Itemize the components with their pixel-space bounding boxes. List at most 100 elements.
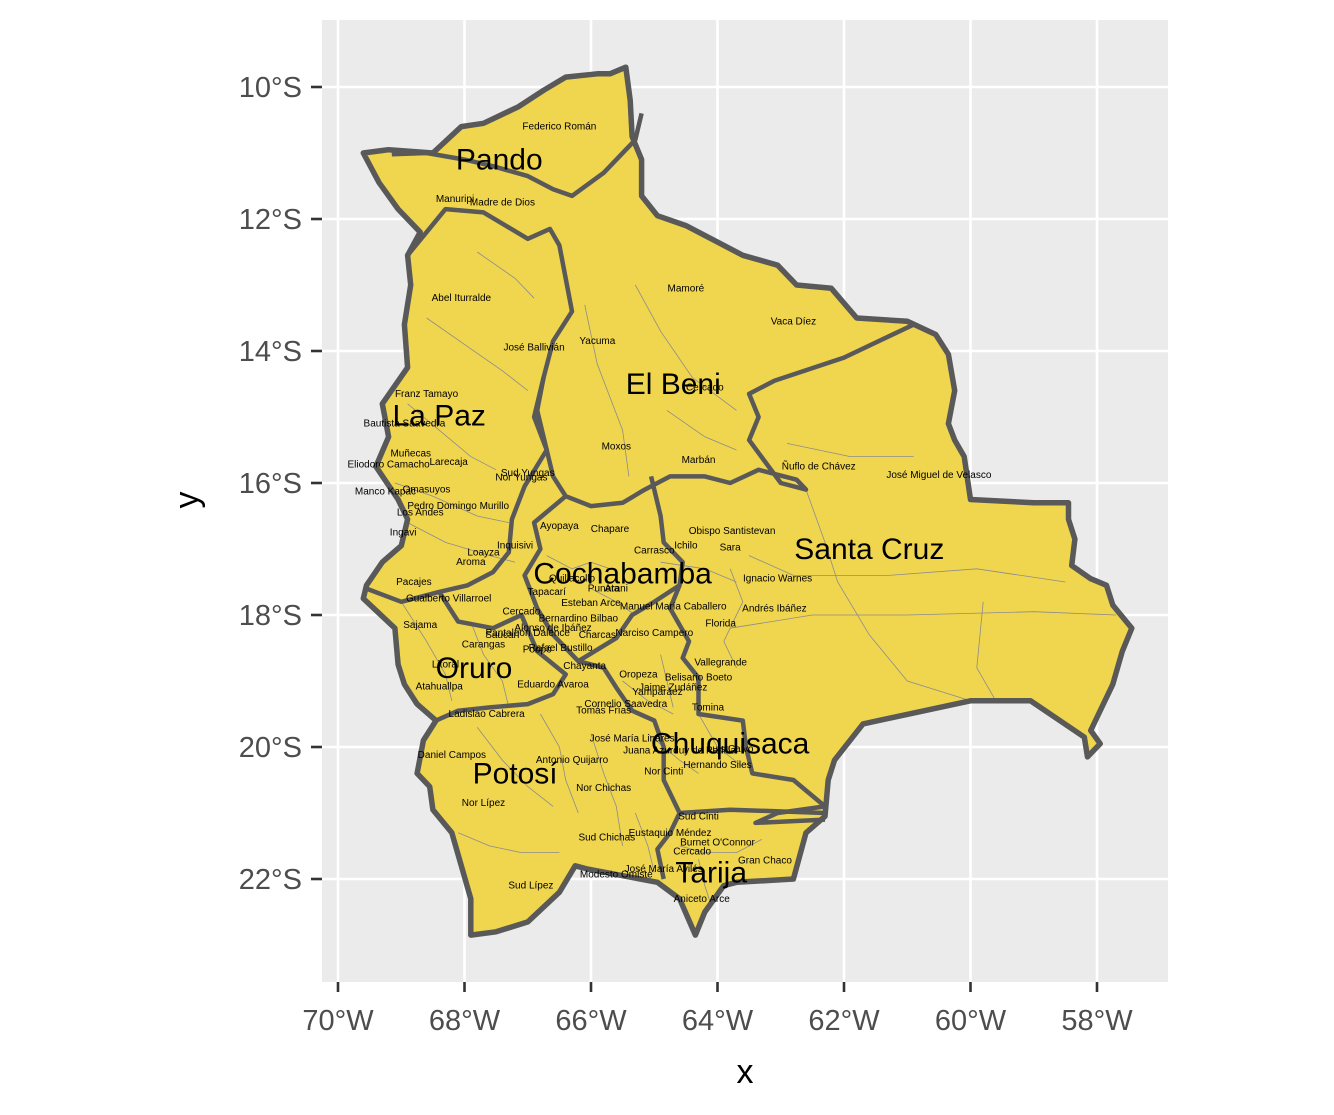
y-tick-label: 16°S <box>239 468 302 500</box>
department-border <box>522 494 681 664</box>
department-border <box>648 475 828 826</box>
province-label-loayza: Loayza <box>467 547 500 558</box>
province-label-obispo-santistevan: Obispo Santistevan <box>689 526 776 537</box>
province-border <box>660 654 674 708</box>
department-border <box>577 659 682 880</box>
province-label-nor-chichas: Nor Chichas <box>576 783 631 794</box>
department-border <box>679 807 826 816</box>
department-label-la-paz: La Paz <box>392 400 485 433</box>
province-label-franz-tamayo: Franz Tamayo <box>395 389 459 400</box>
province-label-nor-lipez: Nor Lípez <box>462 798 505 809</box>
province-label-esteban-arce: Esteban Arce <box>561 598 621 609</box>
province-label-poopo: Poopó <box>523 644 552 655</box>
province-label-pacajes: Pacajes <box>396 577 432 588</box>
province-label-jose-maria-linares: José María Linares <box>590 733 675 744</box>
province-border <box>540 713 579 814</box>
province-label-andres-ibanez: Andrés Ibáñez <box>742 603 807 614</box>
province-border <box>394 482 509 523</box>
province-border <box>476 251 535 299</box>
province-label-yacuma: Yacuma <box>579 336 615 347</box>
province-label-juana-azurduy-de-padilla: Juana Azurduy de Padilla <box>623 745 736 756</box>
x-tick-label: 62°W <box>808 1005 880 1037</box>
province-label-hernando-siles: Hernando Siles <box>683 760 751 771</box>
x-tick-label: 68°W <box>429 1005 501 1037</box>
province-label-abel-iturralde: Abel Iturralde <box>432 293 492 304</box>
province-label-narciso-campero: Narciso Campero <box>615 628 693 639</box>
province-label-manco-kapac: Manco Kapac <box>355 487 416 498</box>
province-border <box>476 726 554 807</box>
department-label-oruro: Oruro <box>436 652 513 685</box>
province-label-manuripi: Manuripi <box>436 194 474 205</box>
department-border <box>405 206 915 509</box>
province-label-pantaleon-dalence: Pantaleón Dalence <box>485 628 570 639</box>
province-label-antonio-quijarro: Antonio Quijarro <box>536 755 609 766</box>
province-label-jose-miguel-de-velasco: José Miguel de Velasco <box>886 470 992 481</box>
province-label-pedro-domingo-murillo: Pedro Domingo Murillo <box>407 501 509 512</box>
province-label-quillacollo: Quillacollo <box>549 574 596 585</box>
province-label-eustaquio-mendez: Eustaquio Méndez <box>629 828 712 839</box>
province-label-saucari: Saucarí <box>485 630 520 641</box>
province-border <box>679 839 762 853</box>
department-border <box>391 112 644 199</box>
department-label-tarija: Tarija <box>675 856 747 889</box>
province-label-marban: Marbán <box>682 455 716 466</box>
province-label-daniel-campos: Daniel Campos <box>418 750 486 761</box>
province-label-cercado: Cercado <box>686 382 724 393</box>
province-label-mamore: Mamoré <box>668 283 705 294</box>
province-label-sud-cinti: Sud Cinti <box>678 811 719 822</box>
y-tick-label: 14°S <box>239 336 302 368</box>
province-label-nuflo-de-chavez: Ñuflo de Chávez <box>782 460 856 473</box>
y-tick-label: 20°S <box>239 732 302 764</box>
province-border <box>976 601 997 701</box>
map-layer <box>360 64 1135 938</box>
department-label-cochabamba: Cochabamba <box>533 557 712 590</box>
y-axis: 10°S 12°S 14°S 16°S 18°S 20°S 22°S <box>239 72 322 896</box>
province-border <box>407 403 497 471</box>
province-label-tomas-frias: Tomás Frías <box>576 706 631 717</box>
province-label-aroma: Aroma <box>456 557 486 568</box>
province-label-bautista-saavedra: Bautista Saavedra <box>364 419 446 430</box>
y-axis-title: y <box>168 492 206 509</box>
province-label-jose-maria-aviles: José María Avilés <box>625 864 703 875</box>
province-label-sud-yungas: Sud Yungas <box>501 468 555 479</box>
province-border <box>698 713 744 768</box>
province-label-ladislao-cabrera: Ladislao Cabrera <box>449 709 526 720</box>
province-label-eduardo-avaroa: Eduardo Avaroa <box>517 679 589 690</box>
province-label-gualberto-villarroel: Gualberto Villarroel <box>406 594 491 605</box>
province-label-madre-de-dios: Madre de Dios <box>470 198 535 209</box>
department-label-potosi: Potosí <box>473 757 559 790</box>
province-label-atahuallpa: Atahuallpa <box>416 681 464 692</box>
province-border <box>458 832 560 853</box>
province-border <box>590 588 636 616</box>
province-label-arani: Arani <box>605 584 628 595</box>
province-border <box>698 859 712 906</box>
province-label-litoral: Litoral <box>432 660 459 671</box>
x-axis: 70°W 68°W 66°W 64°W 62°W 60°W 58°W <box>302 982 1133 1037</box>
province-label-cercado: Cercado <box>673 846 711 857</box>
province-label-florida: Florida <box>705 619 736 630</box>
province-border <box>647 733 699 774</box>
province-label-carrasco: Carrasco <box>634 545 675 556</box>
province-border <box>730 611 1117 629</box>
province-label-moxos: Moxos <box>602 442 631 453</box>
x-tick-label: 58°W <box>1061 1005 1133 1037</box>
department-label-santa-cruz: Santa Cruz <box>794 533 944 566</box>
y-tick-label: 12°S <box>239 204 302 236</box>
province-label-jaime-zudanez: Jaime Zudáñez <box>639 683 707 694</box>
province-border <box>634 812 655 873</box>
province-border <box>666 410 737 451</box>
province-label-chayanta: Chayanta <box>563 661 606 672</box>
province-label-aniceto-arce: Aniceto Arce <box>674 894 731 905</box>
province-border <box>634 284 737 411</box>
province-label-tapacari: Tapacarí <box>528 587 567 598</box>
province-border <box>748 555 1066 583</box>
province-label-carangas: Carangas <box>462 640 505 651</box>
province-label-alonso-de-ibanez: Alonso de Ibáñez <box>514 623 591 634</box>
x-axis-title: x <box>737 1053 754 1091</box>
department-border <box>365 376 549 605</box>
province-label-ignacio-warnes: Ignacio Warnes <box>743 574 812 585</box>
province-border <box>660 561 737 583</box>
province-label-rafael-bustillo: Rafael Bustillo <box>529 643 593 654</box>
province-label-jose-ballivian: José Ballivián <box>503 343 564 354</box>
